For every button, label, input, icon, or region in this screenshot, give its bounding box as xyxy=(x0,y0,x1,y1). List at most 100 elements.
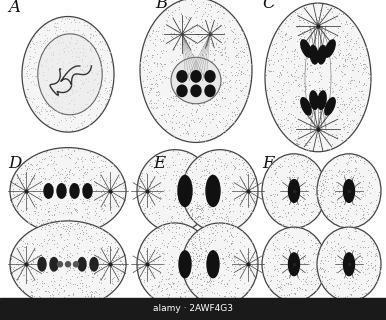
Point xyxy=(226,150,232,155)
Point xyxy=(84,61,90,66)
Point xyxy=(89,194,95,199)
Point xyxy=(297,197,303,203)
Point xyxy=(344,293,350,299)
Point xyxy=(144,73,151,78)
Ellipse shape xyxy=(38,258,46,271)
Point xyxy=(352,266,358,271)
Point xyxy=(304,62,310,67)
Point xyxy=(205,217,211,222)
Point xyxy=(47,255,53,260)
Point xyxy=(233,45,239,51)
Point xyxy=(296,257,302,262)
Point xyxy=(171,31,177,36)
Point xyxy=(44,36,50,41)
Ellipse shape xyxy=(177,85,187,97)
Point xyxy=(351,202,357,207)
Point xyxy=(276,289,282,294)
Point xyxy=(316,31,322,36)
Point xyxy=(16,192,22,197)
Point xyxy=(57,233,63,238)
Point xyxy=(327,31,333,36)
Point xyxy=(45,222,51,228)
Point xyxy=(152,228,159,233)
Point xyxy=(40,54,46,59)
Point xyxy=(95,225,101,230)
Point xyxy=(265,207,271,212)
Point xyxy=(72,165,78,170)
Point xyxy=(305,258,311,263)
Point xyxy=(191,90,198,95)
Point xyxy=(311,251,317,256)
Point xyxy=(325,192,331,197)
Point xyxy=(165,103,171,108)
Point xyxy=(200,213,206,218)
Point xyxy=(67,167,73,172)
Point xyxy=(212,302,218,308)
Point xyxy=(238,89,244,94)
Point xyxy=(71,32,77,37)
Point xyxy=(199,94,205,100)
Point xyxy=(288,14,295,19)
Point xyxy=(240,212,246,217)
Point xyxy=(338,220,344,225)
Point xyxy=(89,265,95,270)
Point xyxy=(323,30,329,36)
Point xyxy=(159,112,165,117)
Point xyxy=(201,84,207,89)
Point xyxy=(206,204,212,209)
Point xyxy=(36,263,42,268)
Point xyxy=(78,61,85,66)
Point xyxy=(200,205,207,210)
Point xyxy=(140,190,146,195)
Point xyxy=(266,68,272,73)
Point xyxy=(54,56,60,61)
Point xyxy=(246,203,252,208)
Point xyxy=(74,37,80,42)
Point xyxy=(79,159,85,164)
Point xyxy=(345,225,352,230)
Point xyxy=(335,248,341,253)
Point xyxy=(62,227,68,232)
Point xyxy=(213,215,219,220)
Point xyxy=(339,63,345,68)
Point xyxy=(190,92,196,97)
Point xyxy=(235,260,241,265)
Point xyxy=(358,267,364,272)
Point xyxy=(183,276,190,282)
Point xyxy=(29,199,35,204)
Point xyxy=(53,220,59,226)
Point xyxy=(314,18,320,23)
Point xyxy=(164,111,171,116)
Point xyxy=(144,258,150,263)
Point xyxy=(147,200,153,205)
Point xyxy=(73,126,79,131)
Point xyxy=(82,54,88,59)
Point xyxy=(299,298,305,303)
Point xyxy=(320,1,326,6)
Point xyxy=(296,129,303,134)
Point xyxy=(98,264,104,269)
Point xyxy=(212,302,218,307)
Point xyxy=(83,284,89,289)
Point xyxy=(166,164,173,169)
Point xyxy=(362,266,369,271)
Point xyxy=(186,228,193,233)
Point xyxy=(301,183,308,188)
Point xyxy=(351,177,357,182)
Point xyxy=(283,80,290,85)
Point xyxy=(103,164,109,169)
Ellipse shape xyxy=(288,253,300,276)
Point xyxy=(302,222,308,227)
Point xyxy=(82,91,88,96)
Point xyxy=(200,260,207,265)
Point xyxy=(42,155,48,160)
Point xyxy=(357,157,364,163)
Point xyxy=(90,224,96,229)
Point xyxy=(271,111,277,116)
Point xyxy=(222,128,228,133)
Point xyxy=(322,44,328,49)
Point xyxy=(315,95,321,100)
Ellipse shape xyxy=(265,3,371,152)
Point xyxy=(93,33,99,38)
Point xyxy=(42,40,48,45)
